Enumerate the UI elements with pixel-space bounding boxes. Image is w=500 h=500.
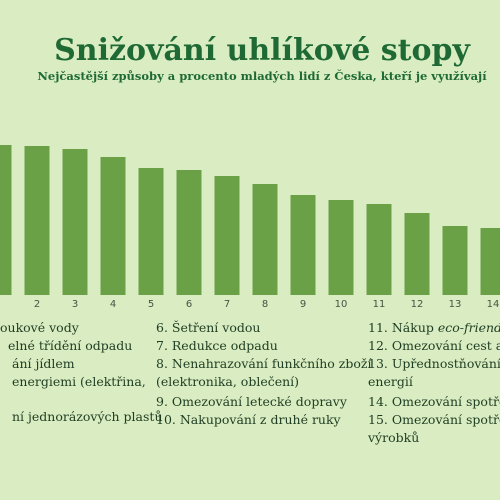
x-tick-label: 14 bbox=[487, 299, 500, 310]
legend-item: 12. Omezování cest aute bbox=[368, 338, 500, 353]
bar bbox=[100, 157, 126, 295]
legend-item: energiemi (elektřina, bbox=[12, 374, 146, 389]
legend-item: 6. Šetření vodou bbox=[156, 319, 260, 335]
legend-item: 10. Nakupování z druhé ruky bbox=[156, 412, 342, 427]
x-tick-label: 3 bbox=[72, 299, 78, 310]
bar bbox=[24, 146, 50, 295]
x-tick-label: 7 bbox=[224, 299, 230, 310]
legend-item: 13. Upřednostňování čis bbox=[368, 356, 500, 371]
chart-title: Snižování uhlíkové stopy bbox=[54, 33, 471, 68]
legend-item: 8. Nenahrazování funkčního zboží bbox=[156, 356, 372, 371]
bar bbox=[252, 184, 278, 295]
legend-item: energií bbox=[368, 374, 414, 389]
x-tick-label: 2 bbox=[34, 299, 40, 310]
legend-item: ní jednorázových plastů bbox=[12, 409, 163, 424]
legend-item: 11. Nákup eco-friendly p bbox=[368, 320, 500, 335]
x-tick-label: 9 bbox=[300, 299, 306, 310]
legend-text: 11. Nákup bbox=[368, 320, 438, 335]
x-tick-label: 5 bbox=[148, 299, 154, 310]
x-tick-label: 12 bbox=[411, 299, 424, 310]
legend-item: 14. Omezování spotřeby bbox=[368, 394, 500, 409]
x-tick-label: 8 bbox=[262, 299, 268, 310]
legend-text: eco-friendly bbox=[438, 320, 500, 335]
bar bbox=[366, 204, 392, 295]
legend-item: ání jídlem bbox=[12, 356, 75, 371]
chart-subtitle: Nejčastější způsoby a procento mladých l… bbox=[37, 69, 487, 83]
legend-item: 15. Omezování spotřeby bbox=[368, 412, 500, 427]
bar bbox=[214, 176, 240, 295]
bar bbox=[176, 170, 202, 295]
legend-item: oukové vody bbox=[0, 320, 80, 335]
bar bbox=[138, 168, 164, 295]
legend-item: 9. Omezování letecké dopravy bbox=[156, 394, 348, 409]
bar bbox=[404, 213, 430, 295]
bar bbox=[442, 226, 468, 295]
bar bbox=[0, 145, 12, 295]
x-tick-label: 11 bbox=[373, 299, 386, 310]
x-tick-label: 10 bbox=[335, 299, 348, 310]
x-tick-label: 4 bbox=[110, 299, 116, 310]
legend-item: (elektronika, oblečení) bbox=[156, 374, 299, 389]
bar bbox=[290, 195, 316, 295]
bar bbox=[480, 228, 500, 295]
bar bbox=[62, 149, 88, 295]
legend-item: 7. Redukce odpadu bbox=[156, 338, 278, 353]
x-tick-label: 13 bbox=[449, 299, 462, 310]
legend-item: výrobků bbox=[367, 430, 419, 445]
bar bbox=[328, 200, 354, 295]
legend-item: elné třídění odpadu bbox=[8, 338, 132, 353]
x-tick-label: 6 bbox=[186, 299, 192, 310]
